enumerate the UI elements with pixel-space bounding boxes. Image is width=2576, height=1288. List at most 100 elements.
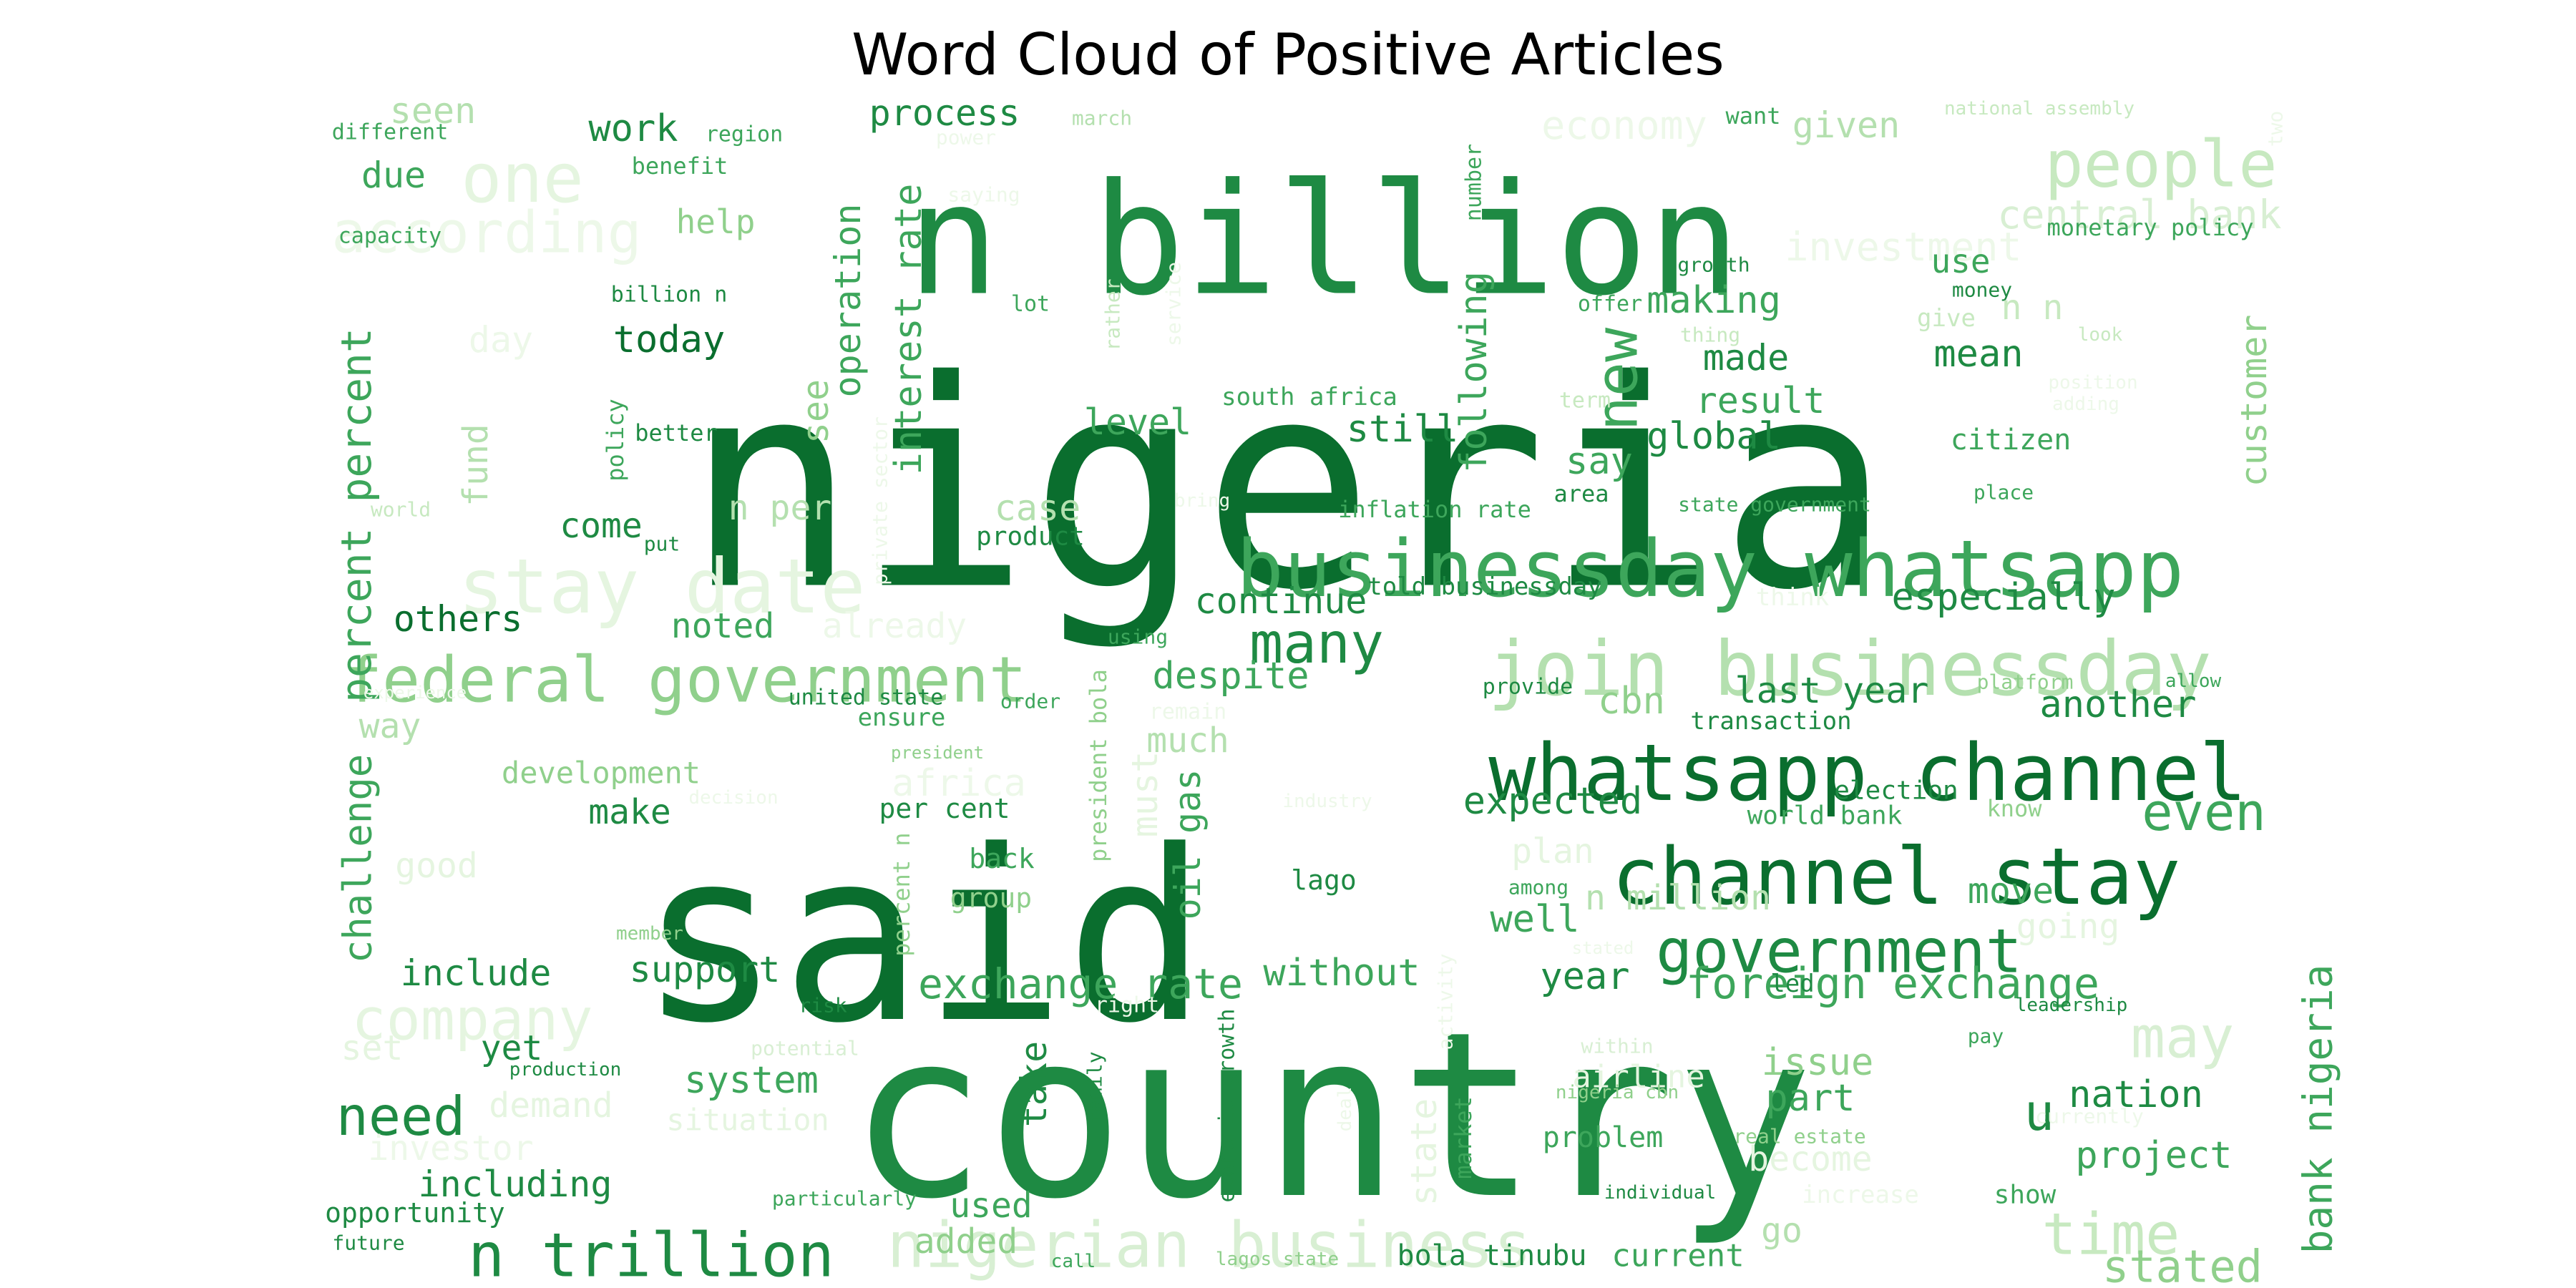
word-world-bank: world bank [1747,801,1903,831]
word-due: due [361,155,426,196]
word-opportunity: opportunity [325,1197,505,1229]
word-platform: platform [1977,670,2074,694]
word-percent-percent: percent percent [332,328,381,703]
word-saying: saying [947,183,1020,207]
word-country: country [849,983,1814,1249]
word-provide: provide [1483,675,1573,700]
word-united-state: united state [789,686,944,711]
word-inflation-rate: inflation rate [1338,496,1531,523]
word-growth: growth [1677,253,1750,277]
word-become: become [1748,1139,1872,1179]
word-deal: deal [1335,1087,1356,1132]
word-way: way [359,706,421,746]
word-president: president [891,743,984,763]
word-activity: activity [1434,954,1458,1050]
word-making: making [1646,279,1781,322]
word-call: call [1051,1251,1096,1272]
word-state-government: state government [1678,493,1871,517]
word-especially: especially [1891,576,2115,619]
word-despite: despite [1152,655,1309,698]
word-project: project [2075,1134,2232,1177]
word-increase: increase [1802,1181,1919,1209]
word-investor: investor [368,1128,533,1169]
word-led: led [1770,970,1814,998]
word-another: another [2039,683,2196,726]
word-given: given [1792,104,1901,146]
word-current: current [1611,1238,1744,1274]
word-last-year: last year [1735,670,1929,711]
word-potential: potential [751,1037,859,1060]
word-new: new [1584,327,1651,431]
word-pay: pay [1968,1025,2004,1048]
word-president-bola: president bola [1085,669,1112,862]
word-bring: bring [1174,490,1230,512]
word-allow: allow [2165,670,2222,692]
word-good: good [395,846,478,886]
word-particularly: particularly [772,1187,917,1211]
word-industry: industry [1282,791,1372,812]
word-better: better [635,419,718,447]
word-process: process [869,92,1020,134]
word-central-bank: central bank [1997,192,2281,238]
word-fund: fund [456,424,496,507]
word-stated: stated [1572,938,1634,958]
word-may: may [2131,1005,2235,1071]
word-citizen: citizen [1951,424,2072,457]
word-include: include [401,952,552,994]
word-without: without [1263,952,1420,995]
word-year: year [1540,955,1629,998]
word-investment: investment [1785,224,2021,270]
word-come: come [560,506,643,546]
word-many: many [1249,612,1384,676]
word-two: two [2264,111,2288,147]
word-cbn: cbn [1598,680,1665,723]
word-nigeria: nigeria [685,321,1891,653]
word-leadership: leadership [2016,995,2128,1016]
word-time: time [2042,1201,2180,1268]
word-work: work [588,107,678,150]
word-benefit: benefit [632,152,728,180]
word-give: give [1917,304,1976,333]
word-place: place [1974,481,2034,504]
word-know: know [1986,795,2042,822]
word-well: well [1490,898,1579,941]
word-show: show [1994,1181,2057,1210]
word-make: make [588,792,671,832]
word-currently: currently [2035,1105,2144,1128]
word-one: one [461,140,584,218]
word-airline: airline [1572,1059,1704,1096]
word-billion-n: billion n [611,283,728,308]
word-monetary-policy: monetary policy [2047,214,2254,241]
word-nigerian-business: nigerian business [887,1209,1532,1282]
word-production: production [509,1059,622,1080]
word-within: within [1581,1035,1653,1058]
word-rather: rather [1101,278,1125,351]
word-look: look [2078,324,2123,346]
chart-title: Word Cloud of Positive Articles [852,21,1724,88]
word-join-businessday: join businessday [1488,625,2211,713]
word-power: power [936,126,996,150]
word-even: even [2142,782,2265,842]
word-system: system [684,1059,819,1102]
word-use: use [1931,242,1990,280]
word-need: need [336,1085,466,1148]
word-want: want [1725,102,1780,130]
word-economic-growth: economic growth [1215,1009,1240,1203]
word-result: result [1696,380,1825,421]
word-level: level [1084,401,1192,443]
word-position: position [2048,372,2137,394]
word-made: made [1703,337,1789,379]
word-family: family [1083,1051,1107,1123]
word-demand: demand [489,1085,613,1126]
word-used: used [950,1186,1033,1226]
word-march: march [1072,107,1132,130]
word-company: company [351,987,592,1053]
word-situation: situation [666,1103,829,1138]
word-oil-gas: oil gas [1167,769,1209,920]
word-including: including [419,1163,613,1205]
word-today: today [613,318,726,361]
word-remain: remain [1149,700,1226,725]
word-seen: seen [390,90,476,132]
word-foreign-exchange: foreign exchange [1686,959,2099,1009]
word-told-businessday: told businessday [1367,572,1602,601]
